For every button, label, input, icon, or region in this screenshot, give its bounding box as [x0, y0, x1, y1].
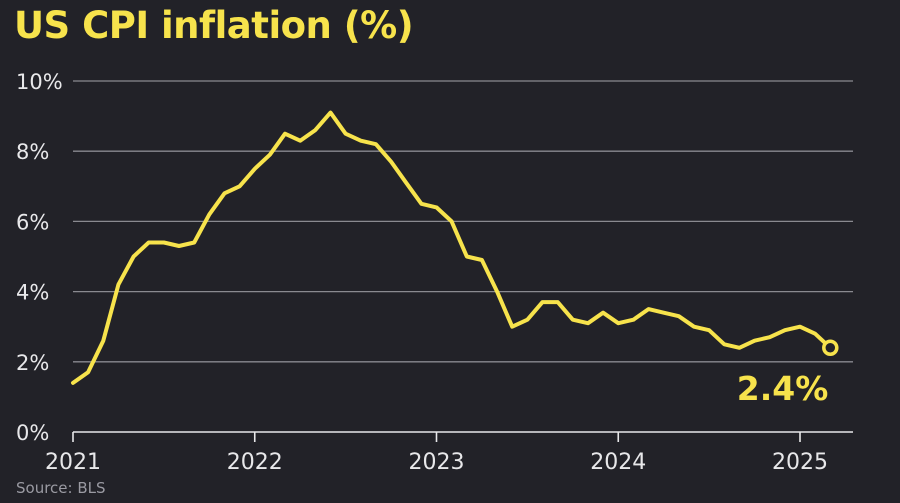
x-tick-label: 2023 [409, 450, 465, 475]
gridlines [73, 80, 853, 433]
x-tick-label: 2024 [590, 450, 646, 475]
y-tick-label: 8% [16, 140, 49, 164]
cpi-series-line [71, 110, 833, 385]
y-axis-ticks: 0% 2% 4% 6% 8% 10% [16, 70, 63, 445]
y-tick-label: 4% [16, 281, 49, 305]
y-tick-label: 10% [16, 70, 63, 94]
x-tick-label: 2021 [45, 450, 101, 475]
x-axis-ticks: 2021 2022 2023 2024 2025 [45, 432, 828, 475]
latest-value-label: 2.4% [737, 369, 829, 408]
y-tick-label: 2% [16, 351, 49, 375]
latest-point-marker [822, 339, 839, 357]
chart-title: US CPI inflation (%) [14, 4, 414, 47]
x-tick-label: 2022 [227, 450, 283, 475]
source-note: Source: BLS [16, 479, 106, 497]
x-tick-label: 2025 [772, 450, 828, 475]
series-layer: 2.4% [71, 110, 839, 408]
y-tick-label: 0% [16, 421, 49, 445]
y-tick-label: 6% [16, 210, 49, 234]
